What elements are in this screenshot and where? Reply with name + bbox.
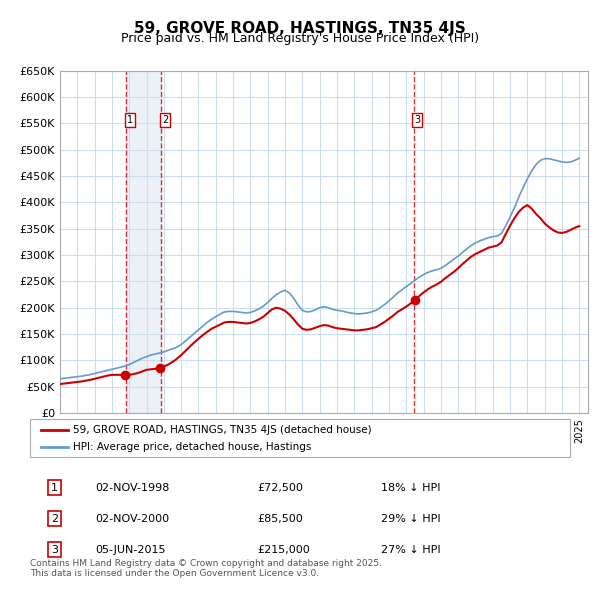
Text: 1: 1	[127, 115, 133, 125]
Text: 27% ↓ HPI: 27% ↓ HPI	[381, 545, 440, 555]
Text: 1: 1	[51, 483, 58, 493]
Text: Contains HM Land Registry data © Crown copyright and database right 2025.
This d: Contains HM Land Registry data © Crown c…	[30, 559, 382, 578]
Text: 02-NOV-2000: 02-NOV-2000	[95, 514, 169, 523]
Text: 05-JUN-2015: 05-JUN-2015	[95, 545, 166, 555]
Text: £215,000: £215,000	[257, 545, 310, 555]
Text: 59, GROVE ROAD, HASTINGS, TN35 4JS (detached house): 59, GROVE ROAD, HASTINGS, TN35 4JS (deta…	[73, 425, 372, 435]
Text: 18% ↓ HPI: 18% ↓ HPI	[381, 483, 440, 493]
Text: 2: 2	[51, 514, 58, 523]
Bar	[127, 71, 161, 413]
Text: 3: 3	[415, 115, 421, 125]
Text: 29% ↓ HPI: 29% ↓ HPI	[381, 514, 440, 523]
Text: 59, GROVE ROAD, HASTINGS, TN35 4JS: 59, GROVE ROAD, HASTINGS, TN35 4JS	[134, 21, 466, 35]
Text: £72,500: £72,500	[257, 483, 302, 493]
Text: 3: 3	[51, 545, 58, 555]
Text: Price paid vs. HM Land Registry's House Price Index (HPI): Price paid vs. HM Land Registry's House …	[121, 32, 479, 45]
Text: 02-NOV-1998: 02-NOV-1998	[95, 483, 169, 493]
Text: 2: 2	[162, 115, 168, 125]
FancyBboxPatch shape	[30, 419, 570, 457]
Text: £85,500: £85,500	[257, 514, 302, 523]
Text: HPI: Average price, detached house, Hastings: HPI: Average price, detached house, Hast…	[73, 441, 311, 451]
